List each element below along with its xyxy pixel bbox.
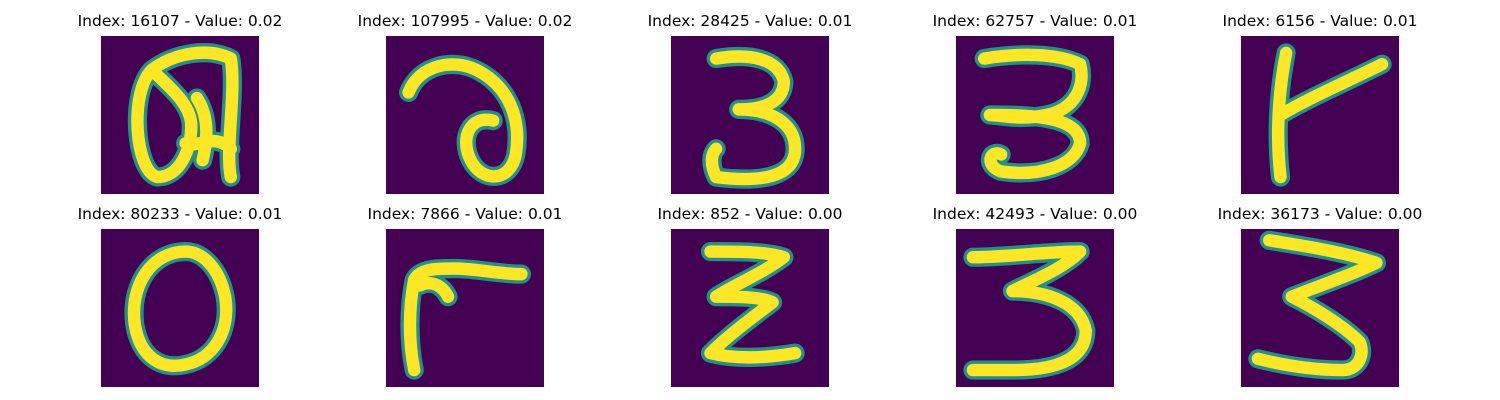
r-hook-icon <box>400 258 532 380</box>
panel-5: Index: 6156 - Value: 0.01 <box>1175 12 1465 202</box>
digit-image <box>671 36 829 194</box>
zero-icon <box>124 241 236 376</box>
digit-image <box>101 36 259 194</box>
panel-title: Index: 852 - Value: 0.00 <box>657 205 843 223</box>
panel-title: Index: 7866 - Value: 0.01 <box>367 205 563 223</box>
zigzag-icon <box>700 241 805 367</box>
digit-image <box>101 229 259 387</box>
panel-9: Index: 42493 - Value: 0.00 <box>890 205 1180 395</box>
three-icon <box>702 46 805 189</box>
digit-image <box>956 36 1114 194</box>
three-wide-icon <box>963 241 1096 380</box>
t-hook-icon <box>1268 43 1392 187</box>
panel-title: Index: 80233 - Value: 0.01 <box>77 205 283 223</box>
panel-7: Index: 7866 - Value: 0.01 <box>320 205 610 395</box>
panel-3: Index: 28425 - Value: 0.01 <box>605 12 895 202</box>
panel-2: Index: 107995 - Value: 0.02 <box>320 12 610 202</box>
digit-image <box>1241 229 1399 387</box>
three-flat-icon <box>974 45 1091 183</box>
panel-8: Index: 852 - Value: 0.00 <box>605 205 895 395</box>
panel-1: Index: 16107 - Value: 0.02 <box>35 12 325 202</box>
panel-title: Index: 28425 - Value: 0.01 <box>647 12 853 30</box>
panel-6: Index: 80233 - Value: 0.01 <box>35 205 325 395</box>
panel-4: Index: 62757 - Value: 0.01 <box>890 12 1180 202</box>
panel-title: Index: 6156 - Value: 0.01 <box>1222 12 1418 30</box>
panel-title: Index: 16107 - Value: 0.02 <box>77 12 283 30</box>
panel-10: Index: 36173 - Value: 0.00 <box>1175 205 1465 395</box>
digit-image <box>956 229 1114 387</box>
digit-image <box>386 36 544 194</box>
a-loop-icon <box>127 43 242 187</box>
digit-image <box>1241 36 1399 194</box>
three-slant-icon <box>1248 230 1387 380</box>
digit-image <box>386 229 544 387</box>
a-hook-icon <box>398 54 527 186</box>
panel-title: Index: 42493 - Value: 0.00 <box>932 205 1138 223</box>
digit-image <box>671 229 829 387</box>
panel-title: Index: 107995 - Value: 0.02 <box>357 12 573 30</box>
panel-title: Index: 36173 - Value: 0.00 <box>1217 205 1423 223</box>
panel-title: Index: 62757 - Value: 0.01 <box>932 12 1138 30</box>
